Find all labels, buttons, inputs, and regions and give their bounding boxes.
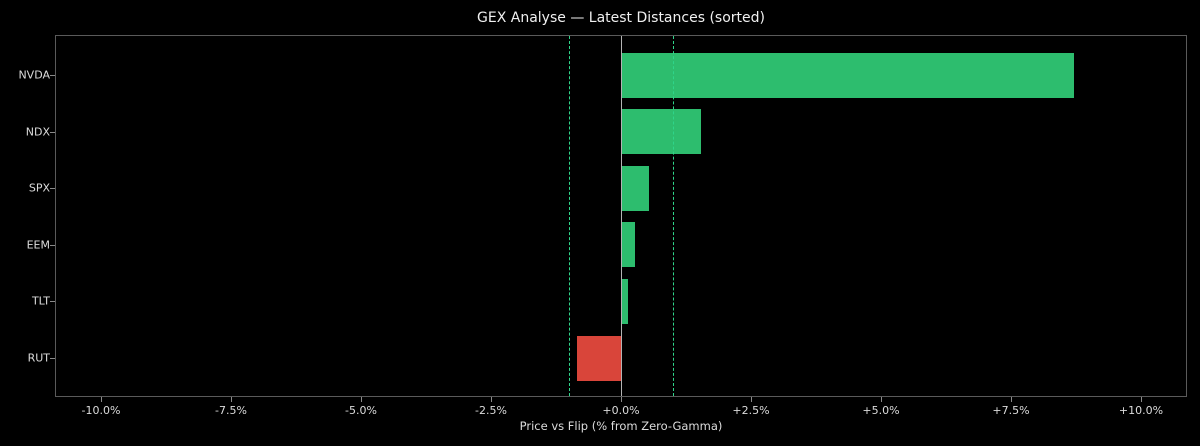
chart-title: GEX Analyse — Latest Distances (sorted) [477,10,765,26]
bar-ndx [621,109,702,155]
x-tick-mark [881,397,882,402]
plot-area [55,35,1187,397]
y-tick-label: NDX [25,125,50,139]
bar-nvda [621,52,1074,98]
y-tick-mark [50,301,55,303]
bar-eem [621,222,635,268]
y-tick-label: RUT [27,351,50,365]
x-tick-label: +10.0% [1118,404,1164,417]
x-tick-mark [231,397,232,402]
x-tick-label: -10.0% [81,404,121,417]
x-tick-mark [491,397,492,402]
x-tick-label: +5.0% [862,404,900,417]
x-tick-mark [621,397,622,402]
y-tick-label: EEM [26,238,50,252]
x-tick-label: -7.5% [215,404,247,417]
y-tick-label: NVDA [18,68,50,82]
y-tick-mark [50,75,55,76]
x-axis-label: Price vs Flip (% from Zero-Gamma) [519,419,723,433]
x-tick-mark [101,397,102,402]
x-tick-mark [1141,397,1142,402]
zero-line [621,36,622,396]
x-tick-label: -2.5% [475,404,507,417]
x-tick-label: +0.0% [602,404,640,417]
y-tick-mark [50,188,55,190]
y-tick-mark [50,244,55,246]
bar-tlt [621,278,628,324]
y-tick-mark [50,358,55,359]
threshold-line [569,36,570,396]
x-tick-label: +7.5% [992,404,1030,417]
bar-spx [621,165,650,211]
bar-rut [576,335,621,381]
y-tick-mark [50,131,55,133]
x-tick-label: -5.0% [345,404,377,417]
x-tick-mark [1011,397,1012,402]
x-tick-label: +2.5% [732,404,770,417]
threshold-line [673,36,674,396]
x-tick-mark [361,397,362,402]
y-tick-label: SPX [28,181,50,195]
y-tick-label: TLT [31,294,50,308]
x-tick-mark [751,397,752,402]
